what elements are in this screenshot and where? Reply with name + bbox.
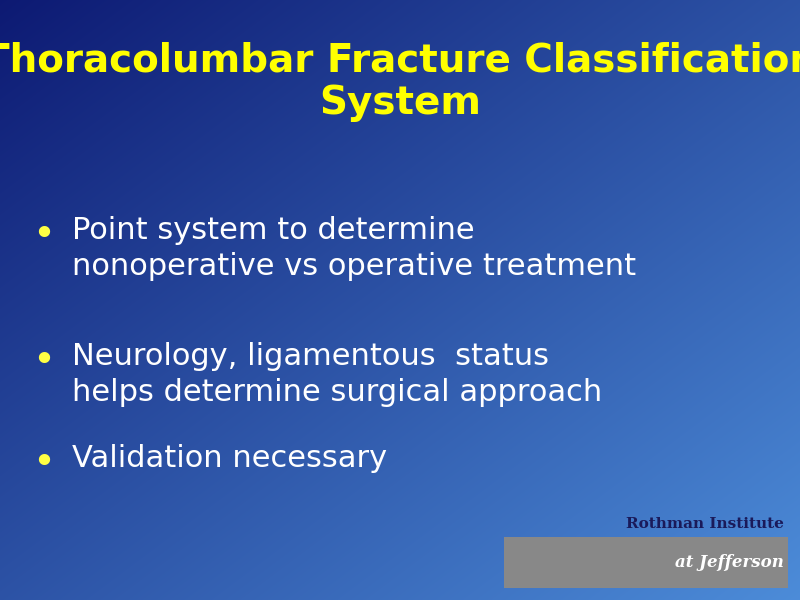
Text: •: • [32, 444, 55, 482]
FancyBboxPatch shape [504, 537, 788, 588]
Text: Thoracolumbar Fracture Classification
System: Thoracolumbar Fracture Classification Sy… [0, 42, 800, 122]
Text: •: • [32, 342, 55, 380]
Text: Neurology, ligamentous  status
helps determine surgical approach: Neurology, ligamentous status helps dete… [72, 342, 602, 407]
Text: •: • [32, 216, 55, 254]
Text: Validation necessary: Validation necessary [72, 444, 387, 473]
Text: at Jefferson: at Jefferson [675, 554, 784, 571]
Text: Point system to determine
nonoperative vs operative treatment: Point system to determine nonoperative v… [72, 216, 636, 281]
Text: Rothman Institute: Rothman Institute [626, 517, 784, 531]
